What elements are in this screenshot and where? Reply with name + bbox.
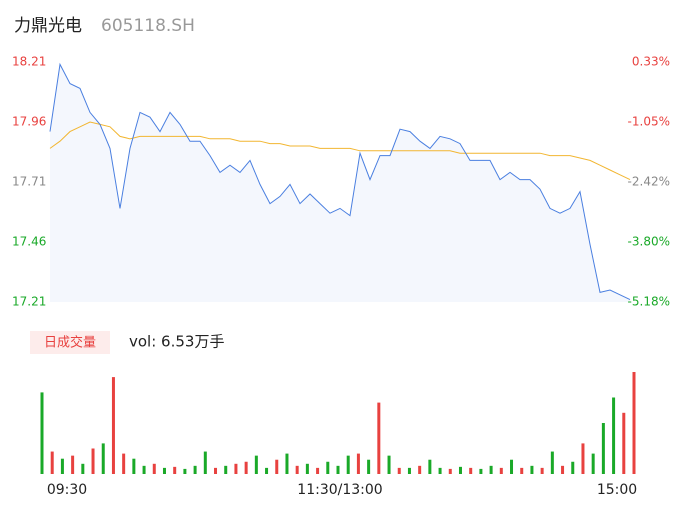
volume-bar — [285, 453, 289, 474]
y2-tick-label: -2.42% — [628, 174, 670, 188]
x-tick-label: 15:00 — [597, 482, 637, 498]
volume-bar — [81, 463, 85, 474]
volume-bar — [407, 467, 411, 474]
volume-bar — [132, 458, 136, 474]
volume-bar — [254, 455, 258, 474]
y2-tick-label: -1.05% — [628, 115, 670, 129]
y2-tick-label: -3.80% — [628, 234, 670, 248]
volume-bar — [142, 465, 146, 474]
volume-bar — [101, 443, 105, 474]
volume-bar — [469, 467, 473, 474]
volume-bar — [162, 467, 166, 474]
volume-bar — [122, 453, 126, 474]
volume-bar — [275, 459, 279, 474]
volume-bar — [581, 443, 585, 474]
volume-bar — [295, 465, 299, 474]
y-tick-label: 18.21 — [12, 55, 46, 69]
volume-bar — [50, 451, 54, 474]
volume-bar — [418, 465, 422, 474]
volume-label: 日成交量 — [44, 335, 96, 351]
y-tick-label: 17.46 — [12, 235, 46, 249]
volume-bar — [387, 455, 391, 474]
volume-bar — [316, 467, 320, 474]
volume-bar — [428, 459, 432, 474]
volume-summary: vol: 6.53万手 — [129, 333, 224, 351]
y-tick-label: 17.21 — [12, 295, 46, 309]
volume-bar — [601, 423, 605, 474]
stock-code: 605118.SH — [101, 16, 195, 36]
volume-bar — [71, 455, 75, 474]
volume-bar — [438, 467, 442, 474]
volume-bar — [550, 451, 554, 474]
volume-bar — [40, 392, 44, 474]
y2-tick-label: -5.18% — [628, 295, 670, 309]
average-line — [49, 121, 631, 181]
volume-bar — [152, 463, 156, 474]
volume-bar — [367, 459, 371, 474]
volume-bar — [265, 467, 269, 474]
price-area — [50, 64, 630, 303]
volume-bar — [479, 468, 483, 474]
volume-bar — [448, 468, 452, 474]
volume-bar — [397, 467, 401, 474]
volume-bar — [111, 377, 115, 474]
y-tick-label: 17.71 — [12, 175, 46, 189]
volume-bar — [489, 465, 493, 474]
volume-bar — [499, 467, 503, 474]
volume-label-bg — [30, 331, 110, 354]
volume-bar — [612, 397, 616, 474]
volume-bar — [561, 465, 565, 474]
y-tick-label: 17.96 — [12, 115, 46, 129]
volume-bar — [234, 463, 238, 474]
volume-bar — [193, 465, 197, 474]
volume-bar — [173, 466, 177, 474]
volume-bar — [632, 372, 636, 474]
volume-bar — [326, 461, 330, 474]
volume-bar — [356, 453, 360, 474]
volume-bar — [214, 467, 218, 474]
volume-bar — [458, 466, 462, 474]
volume-bar — [510, 459, 514, 474]
volume-bar — [336, 465, 340, 474]
volume-bar — [203, 451, 207, 474]
volume-bar — [571, 461, 575, 474]
volume-bar — [530, 465, 534, 474]
stock-name: 力鼎光电 — [14, 16, 82, 36]
volume-bar — [346, 455, 350, 474]
volume-bar — [91, 448, 95, 474]
x-tick-label: 09:30 — [47, 482, 87, 498]
volume-bar — [305, 463, 309, 474]
volume-bar — [540, 467, 544, 474]
price-line — [49, 62, 631, 301]
x-tick-label: 11:30/13:00 — [297, 482, 382, 498]
volume-bar — [520, 467, 524, 474]
volume-bar — [591, 453, 595, 474]
volume-bar — [60, 458, 64, 474]
y2-tick-label: 0.33% — [632, 55, 670, 69]
volume-bar — [622, 412, 626, 474]
volume-bar — [244, 461, 248, 474]
volume-bar — [183, 468, 187, 474]
volume-bar — [377, 402, 381, 474]
volume-bar — [224, 465, 228, 474]
